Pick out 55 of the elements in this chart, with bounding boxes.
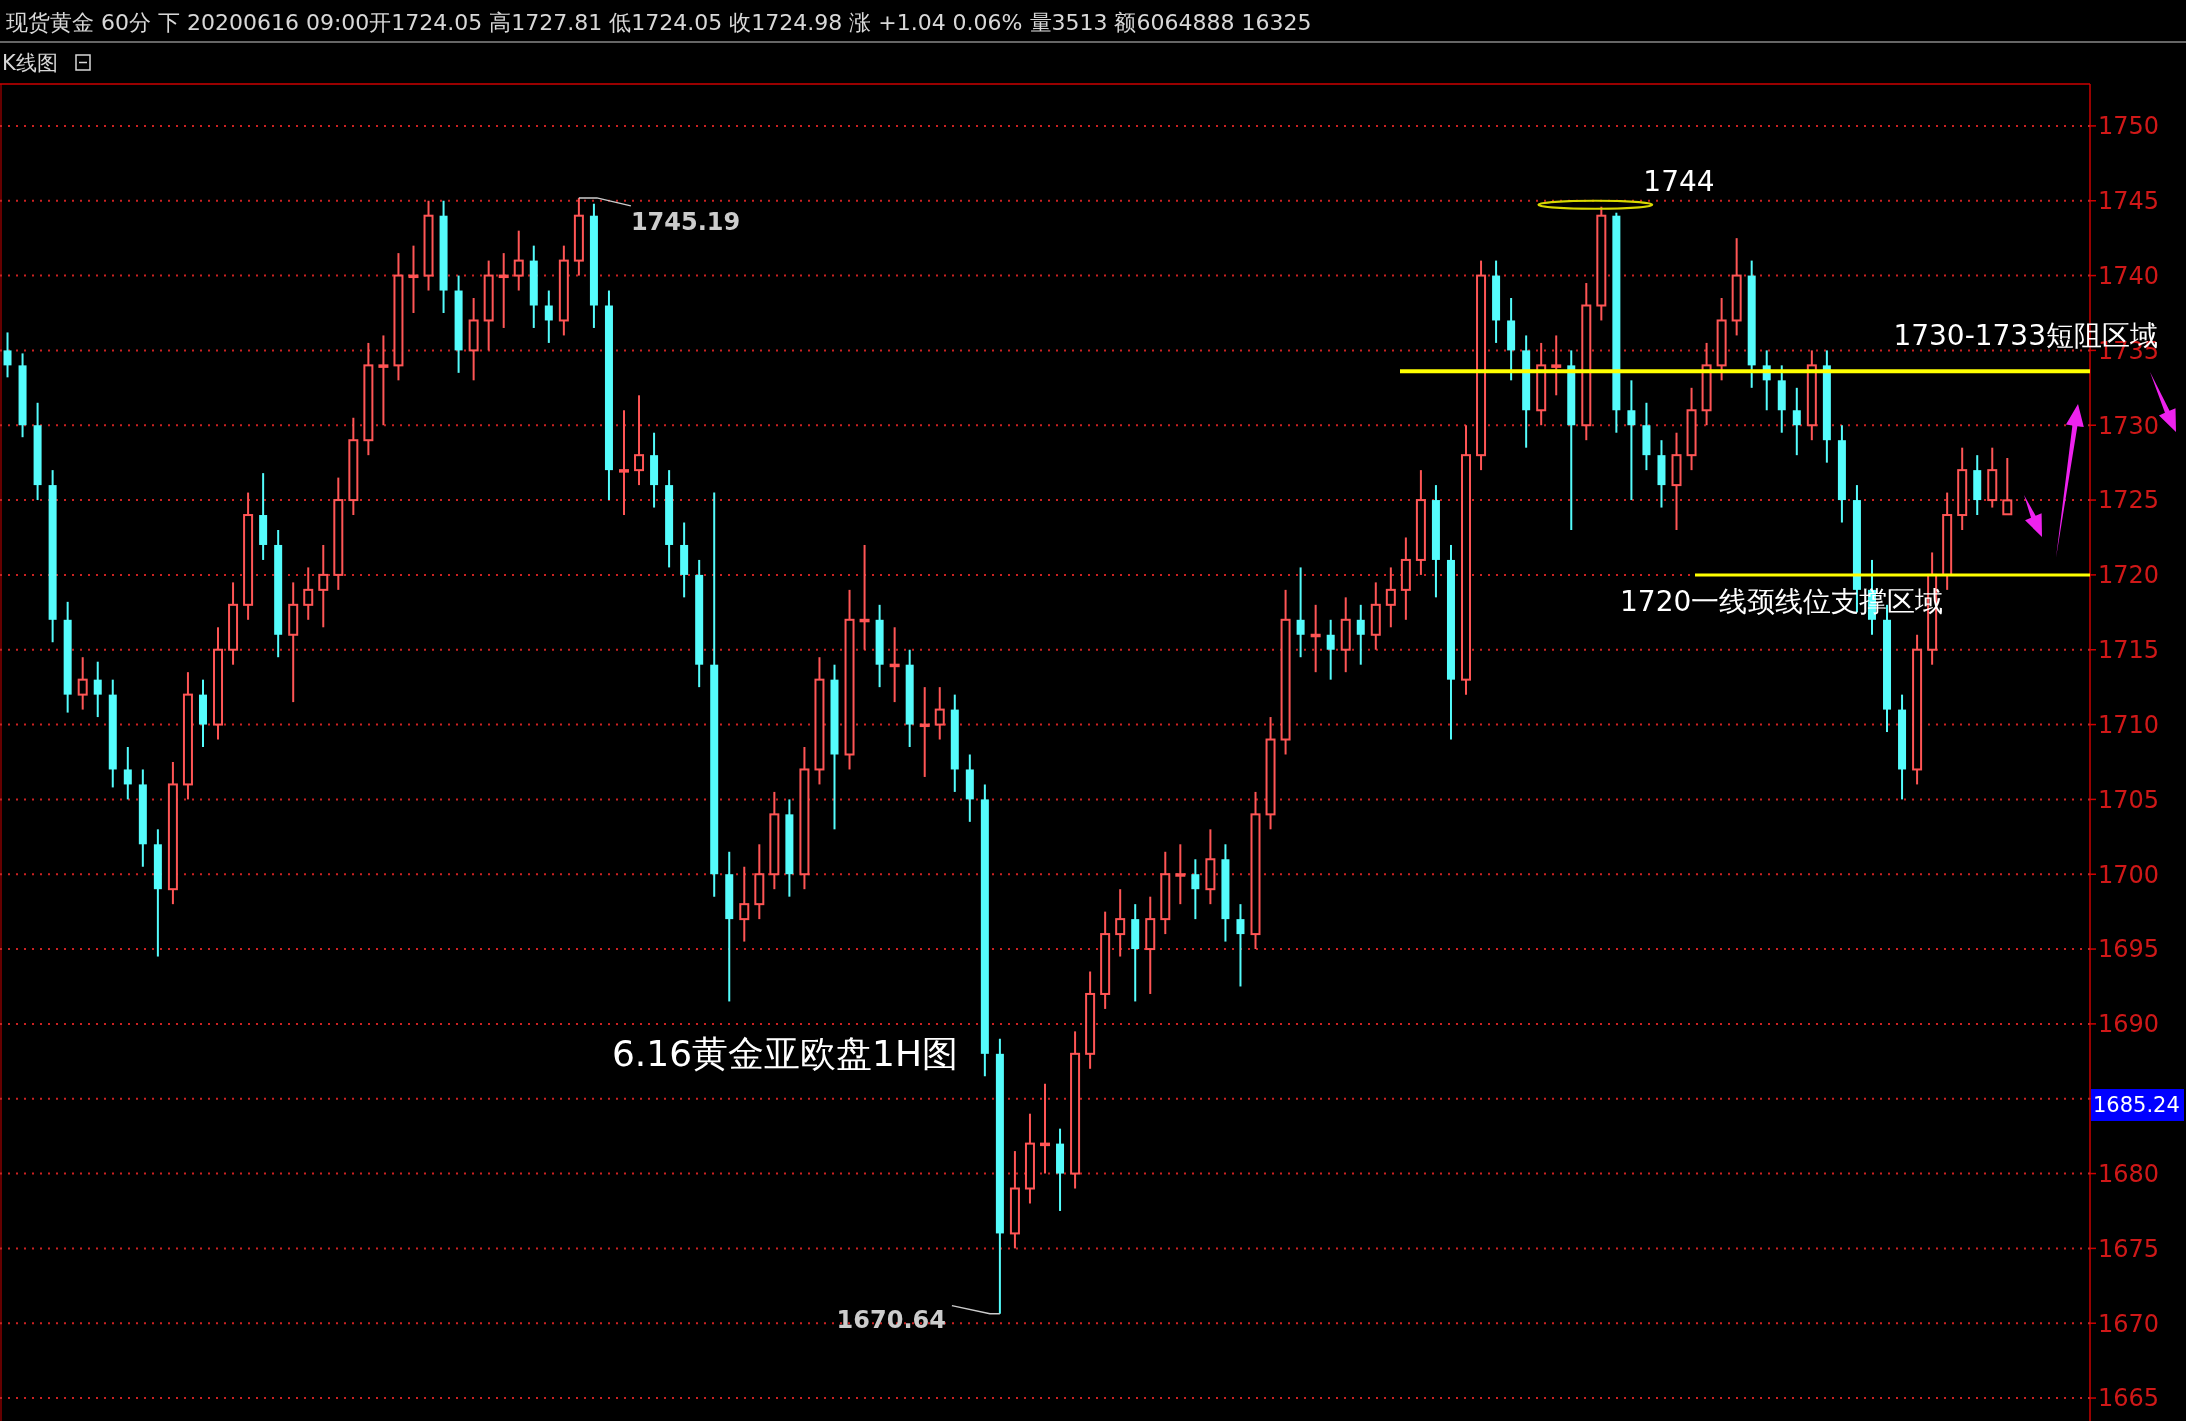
y-tick-label: 1745: [2098, 187, 2160, 216]
candlestick: [934, 686, 945, 741]
candlestick: [739, 865, 750, 943]
candlestick: [634, 394, 645, 487]
y-tick-label: 1700: [2098, 860, 2160, 889]
text: 1685.24: [2093, 1093, 2180, 1118]
y-tick-label: 1705: [2098, 785, 2160, 814]
annotation: 1744: [1643, 164, 1715, 198]
y-tick-label: 1690: [2098, 1010, 2160, 1039]
candlestick: [1627, 379, 1636, 502]
candlestick: [1310, 603, 1321, 674]
y-tick-label: 1665: [2098, 1384, 2160, 1413]
candlestick: [1385, 566, 1396, 629]
annotation: 1670.64: [836, 1305, 946, 1334]
y-tick-label: 1720: [2098, 561, 2160, 590]
candlestick: [1326, 618, 1335, 681]
candlestick: [378, 334, 389, 427]
y-tick-label: 1750: [2098, 112, 2160, 141]
candlestick: [1191, 858, 1200, 921]
candlestick: [513, 229, 524, 292]
candlestick: [544, 289, 553, 344]
candlestick: [859, 543, 870, 651]
candlestick: [618, 409, 629, 517]
candlestick: [1115, 888, 1126, 958]
candlestick: [1792, 386, 1801, 457]
candlestick: [3, 331, 12, 379]
candlestick: [1175, 843, 1186, 906]
text: K线图: [2, 51, 58, 75]
text: 6.16黄金亚欧盘1H图: [611, 1033, 959, 1074]
candlestick: [1296, 566, 1305, 659]
y-tick-label: 1715: [2098, 636, 2160, 665]
annotation: 1745.19: [630, 207, 741, 236]
y-tick-label: 1670: [2098, 1309, 2160, 1338]
y-tick-label: 1695: [2098, 935, 2160, 964]
y-tick-label: 1725: [2098, 486, 2160, 515]
candlestick: [919, 686, 930, 778]
y-tick-label: 1675: [2098, 1234, 2160, 1263]
candlestick: [77, 656, 88, 711]
candlestick: [1236, 903, 1245, 988]
candlestick: [498, 252, 509, 329]
candlestick: [1356, 603, 1365, 666]
candlestick: [93, 660, 102, 719]
candlestick: [318, 543, 329, 629]
candlestick: [1040, 1082, 1050, 1175]
candlestick: [2002, 457, 2013, 516]
candlestick: [408, 244, 419, 314]
y-tick-label: 1680: [2098, 1159, 2160, 1188]
y-tick-label: 1710: [2098, 710, 2160, 739]
y-tick-label: 1730: [2098, 411, 2160, 440]
candlestick: [1551, 334, 1562, 397]
candlestick: [889, 626, 900, 704]
y-tick-label: 1740: [2098, 261, 2160, 290]
chart-subtitle: 现货黄金 60分 下 20200616 09:00开1724.05 高1727.81 低1724.05 收1724.98 涨 +1.04 0.06% 量3513 额6064888 16325: [6, 10, 1312, 35]
candlestick: [303, 566, 314, 621]
candlestick: [123, 746, 132, 801]
